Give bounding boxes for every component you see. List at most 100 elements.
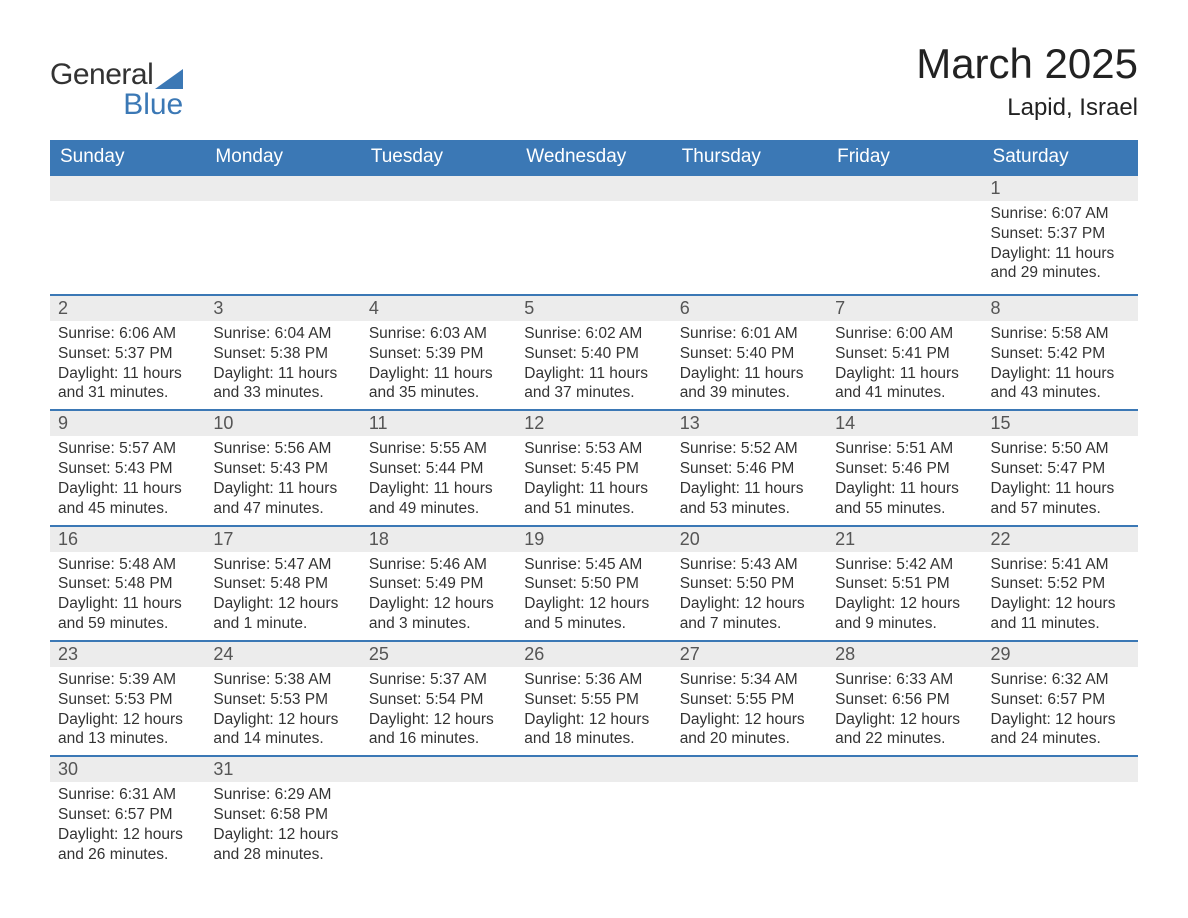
day-cell-details: Sunrise: 5:48 AMSunset: 5:48 PMDaylight:… — [50, 552, 205, 641]
day-cell-num: 19 — [516, 526, 671, 552]
day-detail-line: Daylight: 11 hours — [369, 364, 508, 384]
day-cell-num: 29 — [983, 641, 1138, 667]
day-cell-details: Sunrise: 5:47 AMSunset: 5:48 PMDaylight:… — [205, 552, 360, 641]
day-detail-line: Daylight: 11 hours — [213, 479, 352, 499]
day-detail-line: Sunset: 5:50 PM — [680, 574, 819, 594]
day-cell-details — [50, 201, 205, 295]
day-number: 21 — [827, 527, 982, 552]
day-detail-line: and 22 minutes. — [835, 729, 974, 749]
day-detail-line: Sunset: 5:54 PM — [369, 690, 508, 710]
day-cell-num — [361, 175, 516, 201]
day-detail-line: Sunrise: 6:33 AM — [835, 670, 974, 690]
day-cell-num — [983, 756, 1138, 782]
day-detail-line: Sunset: 5:43 PM — [58, 459, 197, 479]
day-detail-line: Sunset: 5:55 PM — [524, 690, 663, 710]
day-detail-line: Daylight: 12 hours — [991, 710, 1130, 730]
day-detail-line: Daylight: 11 hours — [991, 479, 1130, 499]
day-detail-line: and 29 minutes. — [991, 263, 1130, 283]
day-number: 24 — [205, 642, 360, 667]
day-detail-line: and 18 minutes. — [524, 729, 663, 749]
day-detail-line: Sunset: 5:40 PM — [680, 344, 819, 364]
day-detail-line: and 24 minutes. — [991, 729, 1130, 749]
day-detail-line: and 33 minutes. — [213, 383, 352, 403]
day-cell-num: 15 — [983, 410, 1138, 436]
day-cell-num: 16 — [50, 526, 205, 552]
day-detail-line: Sunrise: 5:58 AM — [991, 324, 1130, 344]
day-detail-line: Sunrise: 5:55 AM — [369, 439, 508, 459]
day-detail-line: Daylight: 12 hours — [58, 710, 197, 730]
day-cell-details — [361, 201, 516, 295]
day-cell-num: 6 — [672, 295, 827, 321]
day-detail-line: Daylight: 11 hours — [991, 364, 1130, 384]
dayname: Saturday — [983, 140, 1138, 175]
day-detail-line: Sunset: 5:53 PM — [213, 690, 352, 710]
day-cell-details — [827, 782, 982, 870]
day-cell-num: 28 — [827, 641, 982, 667]
day-detail-line: Sunset: 5:47 PM — [991, 459, 1130, 479]
day-cell-details: Sunrise: 5:57 AMSunset: 5:43 PMDaylight:… — [50, 436, 205, 525]
day-detail-line: and 16 minutes. — [369, 729, 508, 749]
day-detail-line: Sunrise: 5:45 AM — [524, 555, 663, 575]
day-detail-line: Daylight: 12 hours — [213, 710, 352, 730]
day-detail-line: Sunrise: 5:51 AM — [835, 439, 974, 459]
day-cell-num — [516, 756, 671, 782]
header: General Blue March 2025 Lapid, Israel — [50, 40, 1138, 122]
day-cell-details: Sunrise: 5:51 AMSunset: 5:46 PMDaylight:… — [827, 436, 982, 525]
day-detail-line: and 26 minutes. — [58, 845, 197, 865]
day-cell-details: Sunrise: 5:55 AMSunset: 5:44 PMDaylight:… — [361, 436, 516, 525]
day-detail-line: Sunset: 5:37 PM — [991, 224, 1130, 244]
day-cell-num: 8 — [983, 295, 1138, 321]
day-cell-num: 21 — [827, 526, 982, 552]
day-detail-line: Sunrise: 5:43 AM — [680, 555, 819, 575]
day-detail-line: and 59 minutes. — [58, 614, 197, 634]
day-cell-details: Sunrise: 6:29 AMSunset: 6:58 PMDaylight:… — [205, 782, 360, 870]
day-detail-line: Daylight: 12 hours — [524, 594, 663, 614]
day-cell-details: Sunrise: 5:36 AMSunset: 5:55 PMDaylight:… — [516, 667, 671, 756]
day-number: 6 — [672, 296, 827, 321]
day-number: 2 — [50, 296, 205, 321]
day-detail-line: Daylight: 12 hours — [835, 710, 974, 730]
day-detail-line: Sunrise: 6:00 AM — [835, 324, 974, 344]
day-detail-line: Daylight: 11 hours — [835, 364, 974, 384]
logo-text-blue: Blue — [118, 88, 183, 122]
day-detail-line: Sunrise: 6:07 AM — [991, 204, 1130, 224]
dayname: Thursday — [672, 140, 827, 175]
day-number: 27 — [672, 642, 827, 667]
day-cell-details — [827, 201, 982, 295]
day-cell-num: 13 — [672, 410, 827, 436]
day-detail-line: Sunrise: 5:48 AM — [58, 555, 197, 575]
day-cell-num: 5 — [516, 295, 671, 321]
day-cell-details: Sunrise: 5:41 AMSunset: 5:52 PMDaylight:… — [983, 552, 1138, 641]
day-detail-line: Sunset: 5:55 PM — [680, 690, 819, 710]
dayname: Monday — [205, 140, 360, 175]
day-detail-line: and 31 minutes. — [58, 383, 197, 403]
day-cell-details: Sunrise: 6:02 AMSunset: 5:40 PMDaylight:… — [516, 321, 671, 410]
logo-text-general: General — [50, 58, 153, 92]
day-cell-num — [516, 175, 671, 201]
day-cell-details — [672, 201, 827, 295]
day-detail-line: Daylight: 11 hours — [524, 479, 663, 499]
day-detail-line: Daylight: 12 hours — [835, 594, 974, 614]
day-detail-line: Sunset: 5:42 PM — [991, 344, 1130, 364]
day-detail-line: Sunset: 5:48 PM — [58, 574, 197, 594]
day-cell-num: 22 — [983, 526, 1138, 552]
week-details-row: Sunrise: 5:48 AMSunset: 5:48 PM Daylight:… — [50, 552, 1138, 641]
day-cell-details: Sunrise: 5:38 AMSunset: 5:53 PMDaylight:… — [205, 667, 360, 756]
day-number: 30 — [50, 757, 205, 782]
day-detail-line: Daylight: 12 hours — [58, 825, 197, 845]
day-cell-details: Sunrise: 5:37 AMSunset: 5:54 PMDaylight:… — [361, 667, 516, 756]
day-number: 11 — [361, 411, 516, 436]
day-number: 12 — [516, 411, 671, 436]
day-number: 10 — [205, 411, 360, 436]
day-cell-details: Sunrise: 6:00 AMSunset: 5:41 PMDaylight:… — [827, 321, 982, 410]
day-detail-line: Daylight: 11 hours — [991, 244, 1130, 264]
day-detail-line: Sunset: 6:56 PM — [835, 690, 974, 710]
day-cell-details: Sunrise: 5:42 AMSunset: 5:51 PMDaylight:… — [827, 552, 982, 641]
day-number: 19 — [516, 527, 671, 552]
day-detail-line: and 11 minutes. — [991, 614, 1130, 634]
day-cell-details: Sunrise: 6:01 AMSunset: 5:40 PMDaylight:… — [672, 321, 827, 410]
week-details-row: Sunrise: 5:57 AMSunset: 5:43 PMDaylight:… — [50, 436, 1138, 525]
day-cell-details: Sunrise: 6:33 AMSunset: 6:56 PMDaylight:… — [827, 667, 982, 756]
day-detail-line: Daylight: 11 hours — [524, 364, 663, 384]
day-number: 16 — [50, 527, 205, 552]
